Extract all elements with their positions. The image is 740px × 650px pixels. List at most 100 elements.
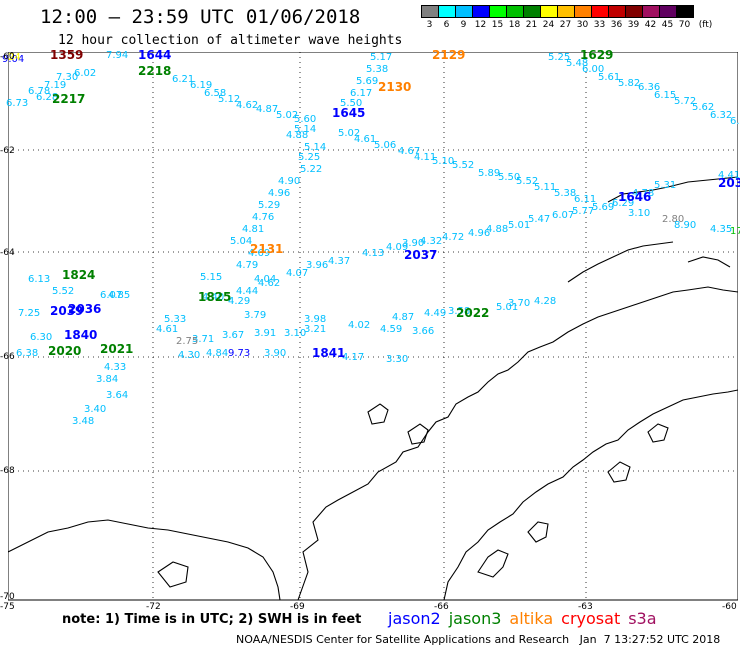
wave-height-reading: 4.81 <box>242 224 265 235</box>
map-subtitle: 12 hour collection of altimeter wave hei… <box>58 33 403 48</box>
wave-height-reading: 3.66 <box>412 326 435 337</box>
wave-height-reading: 5.60 <box>294 114 317 125</box>
pass-time-label: 2020 <box>48 344 82 358</box>
wave-height-reading: 4.33 <box>104 362 127 373</box>
latitude-label: -70 <box>0 592 15 602</box>
wave-height-reading: 4.76 <box>252 212 275 223</box>
wave-height-reading: 4.02 <box>348 320 371 331</box>
colorbar-label: 30 <box>576 20 589 30</box>
map-frame <box>8 52 738 601</box>
pass-time-label: 203 <box>718 176 740 190</box>
wave-height-reading: 6.11 <box>574 194 597 205</box>
wave-height-reading: 4.35 <box>710 224 733 235</box>
wave-height-reading: 4.72 <box>442 232 465 243</box>
wave-height-reading: 5.38 <box>554 188 577 199</box>
wave-height-reading: 4.96 <box>268 188 291 199</box>
wave-height-reading: 4.44 <box>236 286 259 297</box>
pass-time-label: 1841 <box>312 346 346 360</box>
wave-height-reading: 5.04 <box>230 236 253 247</box>
wave-height-reading: 3.30 <box>386 354 409 365</box>
pass-time-label: 2021 <box>100 342 134 356</box>
pass-time-label: 2131 <box>250 242 284 256</box>
wave-height-reading: 5.11 <box>534 182 557 193</box>
wave-height-reading: 4.28 <box>534 296 557 307</box>
wave-height-reading: 5.69 <box>592 202 615 213</box>
pass-time-label: 2037 <box>404 248 438 262</box>
pass-time-label: 2022 <box>456 306 490 320</box>
wave-height-reading: 5.29 <box>258 200 281 211</box>
wave-height-reading: 4.61 <box>156 324 179 335</box>
wave-height-reading: 24 <box>8 52 21 63</box>
wave-height-reading: 4.11 <box>414 152 437 163</box>
wave-height-reading: 5.17 <box>370 52 393 63</box>
wave-height-reading: 4.04 <box>254 274 277 285</box>
legend-entry: altika <box>509 609 554 628</box>
wave-height-reading: 3.90 <box>402 238 425 249</box>
wave-height-reading: 4.88 <box>286 130 309 141</box>
wave-height-reading: 3.58 <box>448 306 471 317</box>
pass-time-label: 2130 <box>378 80 412 94</box>
wave-height-reading: 5.01 <box>508 220 531 231</box>
colorbar-label: 21 <box>525 20 538 30</box>
wave-height-reading: 2.80 <box>662 214 685 225</box>
latitude-label: -64 <box>0 248 15 258</box>
wave-height-reading: 5.48 <box>566 58 589 69</box>
wave-height-reading: 4.09 <box>386 242 409 253</box>
wave-height-reading: 8.90 <box>674 220 697 231</box>
longitude-label: -66 <box>434 602 449 612</box>
wave-height-reading: 3.67 <box>222 330 245 341</box>
colorbar-swatch <box>574 5 592 18</box>
latitude-label: -60 <box>0 52 15 62</box>
map-title: 12:00 — 23:59 UTC 01/06/2018 <box>40 6 361 28</box>
colorbar-label: 6 <box>443 20 450 30</box>
latitude-label: -66 <box>0 352 15 362</box>
wave-height-reading: 6.00 <box>582 64 605 75</box>
satellite-legend: jason2 jason3 altika cryosat s3a <box>388 609 665 628</box>
colorbar-swatch <box>523 5 541 18</box>
wave-height-reading: 4.30 <box>178 350 201 361</box>
wave-height-reading: 4.17 <box>342 352 365 363</box>
wave-height-reading: 5.62 <box>692 102 715 113</box>
wave-height-reading: 6.32 <box>710 110 733 121</box>
colorbar-swatch <box>676 5 694 18</box>
wave-height-reading: 5.15 <box>200 272 223 283</box>
wave-height-reading: 5.25 <box>548 52 571 63</box>
wave-height-reading: 4.07 <box>286 268 309 279</box>
wave-height-reading: 5.33 <box>164 314 187 325</box>
wave-height-reading: 5.14 <box>294 124 317 135</box>
wave-height-reading: 5.25 <box>298 152 321 163</box>
wave-height-reading: 5.02 <box>338 128 361 139</box>
pass-time-label: 1840 <box>64 328 98 342</box>
wave-height-reading: 3.48 <box>72 416 95 427</box>
wave-height-reading: 6.30 <box>730 116 740 127</box>
wave-height-reading: 4.78 <box>632 188 655 199</box>
wave-height-reading: 4.29 <box>228 296 251 307</box>
wave-height-reading: 4.96 <box>468 228 491 239</box>
wave-height-reading: 4.62 <box>258 278 281 289</box>
wave-height-reading: 3.84 <box>96 374 119 385</box>
longitude-label: -72 <box>146 602 161 612</box>
wave-height-reading: 7.19 <box>44 80 67 91</box>
wave-height-reading: 5.77 <box>572 206 595 217</box>
wave-height-reading: 5.31 <box>654 180 677 191</box>
wave-height-reading: 5.38 <box>366 64 389 75</box>
wave-height-reading: 4.41 <box>718 170 740 181</box>
wave-height-reading: 3.79 <box>244 310 267 321</box>
colorbar-label: 39 <box>627 20 640 30</box>
wave-height-reading: 3.98 <box>304 314 327 325</box>
pass-time-label: 1645 <box>332 106 366 120</box>
wave-height-reading: 4.84 <box>206 348 229 359</box>
colorbar-swatch <box>591 5 609 18</box>
wave-height-reading: 3.96 <box>306 260 329 271</box>
wave-height-reading: 3.10 <box>284 328 307 339</box>
wave-height-reading: 6.78 <box>28 86 51 97</box>
wave-height-reading: 4.59 <box>380 324 403 335</box>
wave-height-reading: 5.72 <box>674 96 697 107</box>
pass-time-label: 2036 <box>68 302 102 316</box>
wave-height-reading: 6.30 <box>30 332 53 343</box>
colorbar-labels: 3 6 9 12 15 18 21 24 27 30 33 36 39 42 45 70 (ft) <box>421 20 729 30</box>
graticule <box>8 52 738 600</box>
wave-height-reading: 5.52 <box>52 286 75 297</box>
longitude-label: -60 <box>722 602 737 612</box>
wave-height-reading: 4.37 <box>328 256 351 267</box>
